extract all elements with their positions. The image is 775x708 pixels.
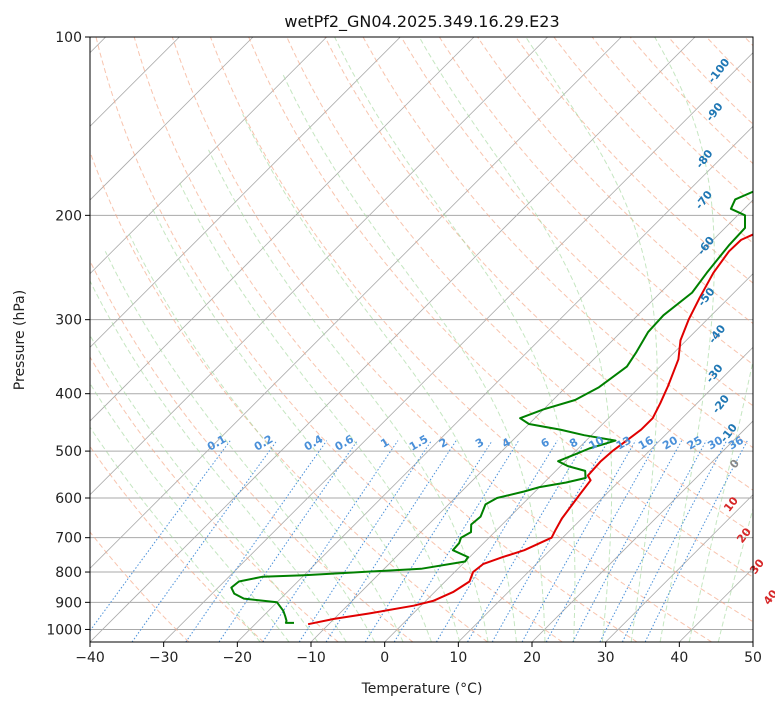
- dry-adiabat-label: 40: [761, 587, 775, 607]
- dry-adiabat-line: [133, 37, 638, 642]
- x-axis: −40 −30 −20 −10 0 10 20 30 40 50: [75, 642, 762, 666]
- isotherm-line: [90, 37, 696, 642]
- x-tick-label: 20: [523, 650, 541, 666]
- y-tick-label: 300: [55, 313, 82, 329]
- mixing-ratio-line: [467, 440, 587, 642]
- isotherm-line: [90, 37, 401, 348]
- moist-adiabat-line: [208, 149, 489, 642]
- dry-adiabat-line: [400, 37, 753, 407]
- moist-adiabat-line: [654, 37, 715, 642]
- x-tick-label: 0: [380, 650, 389, 666]
- moist-adiabat-line: [525, 37, 658, 642]
- moist-adiabat-line: [688, 358, 753, 642]
- dry-adiabat-line: [362, 37, 753, 449]
- mixing-ratio-line: [393, 440, 520, 642]
- chart-title: wetPf2_GN04.2025.349.16.29.E23: [284, 12, 559, 32]
- dry-adiabat-line: [591, 37, 753, 204]
- moist-adiabat-line: [104, 251, 376, 642]
- mixing-ratio-line: [435, 440, 558, 642]
- isotherm-line: [237, 125, 753, 642]
- dry-adiabat-line: [90, 150, 488, 642]
- isotherm-line: [531, 420, 753, 642]
- mixing-ratio-line: [491, 440, 609, 642]
- dry-adiabat-line: [90, 259, 414, 642]
- moist-adiabat-line: [717, 506, 753, 642]
- isotherm-line: [90, 37, 327, 275]
- dry-adiabat-line: [90, 531, 190, 642]
- moist-adiabat-line: [128, 233, 404, 642]
- isotherm-line: [90, 37, 548, 496]
- mixing-ratio-line: [298, 440, 432, 642]
- x-tick-label: −10: [296, 650, 326, 666]
- moist-adiabat-line: [242, 113, 517, 642]
- dry-adiabat-line: [477, 37, 753, 325]
- sounding-traces: [230, 190, 753, 626]
- dry-adiabat-line: [171, 37, 712, 642]
- mixing-ratio-line: [364, 440, 493, 642]
- x-tick-label: 40: [670, 650, 688, 666]
- moist-adiabat-line: [90, 279, 347, 642]
- background-lines: [90, 37, 753, 642]
- x-tick-label: 30: [597, 650, 615, 666]
- isotherm-line: [605, 494, 753, 642]
- dewpoint-trace: [230, 190, 753, 624]
- isotherm-line: [90, 37, 622, 569]
- isotherm-line: [163, 52, 753, 642]
- isotherm-line: [90, 37, 475, 422]
- x-tick-label: −30: [149, 650, 179, 666]
- dry-adiabat-line: [210, 37, 753, 623]
- y-tick-label: 1000: [46, 622, 82, 638]
- moist-adiabat-line: [178, 180, 461, 642]
- moist-adiabat-line: [90, 426, 261, 642]
- y-tick-label: 500: [55, 444, 82, 460]
- dry-adiabat-line: [438, 37, 753, 366]
- y-axis-title: Pressure (hPa): [12, 290, 28, 390]
- moist-adiabat-line: [90, 382, 290, 642]
- plot-area: [90, 37, 753, 642]
- x-tick-label: 10: [449, 650, 467, 666]
- plot-frame: [89, 36, 754, 643]
- y-tick-label: 100: [55, 30, 82, 46]
- x-tick-label: 50: [744, 650, 762, 666]
- dry-adiabat-line: [324, 37, 753, 491]
- x-axis-title: Temperature (°C): [361, 681, 483, 697]
- moist-adiabat-line: [334, 37, 576, 642]
- isotherm-line: [90, 37, 254, 201]
- mixing-ratio-line: [572, 440, 683, 642]
- moist-adiabat-line: [418, 37, 613, 642]
- dry-adiabat-line: [553, 37, 753, 244]
- isotherm-line: [384, 273, 753, 642]
- mixing-ratio-line: [218, 440, 358, 642]
- dry-adiabat-line: [95, 37, 563, 642]
- dry-adiabat-line: [90, 356, 339, 642]
- y-axis: 100 200 300 400 500 600 700 800 900 1000: [46, 30, 90, 638]
- y-tick-label: 400: [55, 387, 82, 403]
- x-tick-label: −20: [223, 650, 253, 666]
- y-tick-label: 200: [55, 208, 82, 224]
- mixing-ratio-line: [599, 440, 707, 642]
- y-tick-label: 600: [55, 491, 82, 507]
- mixing-ratio-line: [621, 440, 728, 642]
- moist-adiabat-line: [90, 334, 319, 642]
- mixing-ratio-line: [185, 440, 328, 642]
- isotherm-line: [752, 641, 753, 642]
- isotherm-line: [458, 346, 753, 642]
- y-tick-label: 800: [55, 565, 82, 581]
- x-tick-label: −40: [75, 650, 105, 666]
- y-tick-label: 700: [55, 531, 82, 547]
- dry-adiabat-line: [248, 37, 753, 578]
- temperature-trace: [307, 233, 753, 626]
- dry-adiabat-line: [286, 37, 753, 534]
- y-tick-label: 900: [55, 595, 82, 611]
- mixing-ratio-line: [262, 440, 399, 642]
